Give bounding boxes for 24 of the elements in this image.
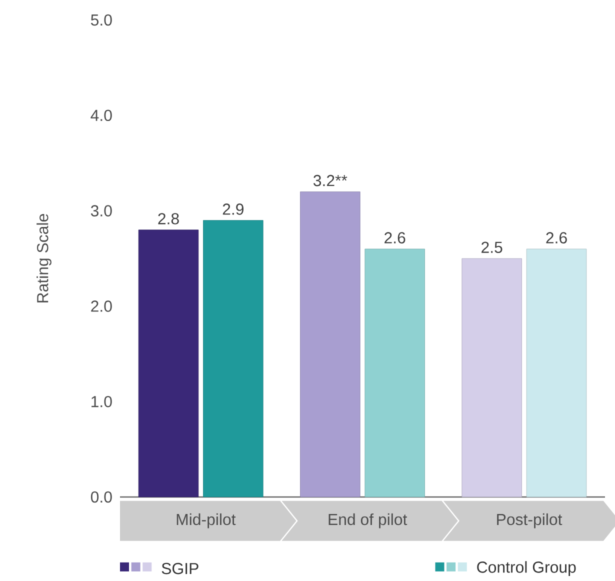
- x-tick-label: Mid-pilot: [176, 513, 236, 528]
- data-label: 2.8: [158, 213, 179, 224]
- y-tick-label: 2.0: [91, 300, 112, 312]
- data-label: 3.2**: [313, 174, 348, 186]
- y-tick-label: 5.0: [90, 14, 112, 26]
- y-tick-label: 4.0: [90, 110, 112, 122]
- data-label: 2.6: [546, 232, 567, 244]
- y-tick-label: 0.0: [90, 491, 112, 503]
- bar: [203, 220, 264, 498]
- legend-label: Control Group: [477, 561, 576, 576]
- bar: [526, 248, 587, 498]
- x-tick-label: Post-pilot: [497, 513, 562, 528]
- bar: [138, 230, 199, 498]
- x-tick-label: End of pilot: [328, 513, 408, 528]
- y-tick-label: 3.0: [90, 205, 112, 216]
- legend-label: SGIP: [162, 562, 198, 574]
- bar: [462, 258, 522, 498]
- y-tick-label: 1.0: [92, 396, 112, 408]
- bar: [300, 192, 360, 498]
- data-label: 2.5: [482, 242, 502, 253]
- data-label: 2.9: [222, 204, 244, 215]
- y-axis-title: Rating Scale: [36, 214, 52, 302]
- data-label: 2.6: [384, 232, 406, 244]
- bar: [364, 248, 425, 498]
